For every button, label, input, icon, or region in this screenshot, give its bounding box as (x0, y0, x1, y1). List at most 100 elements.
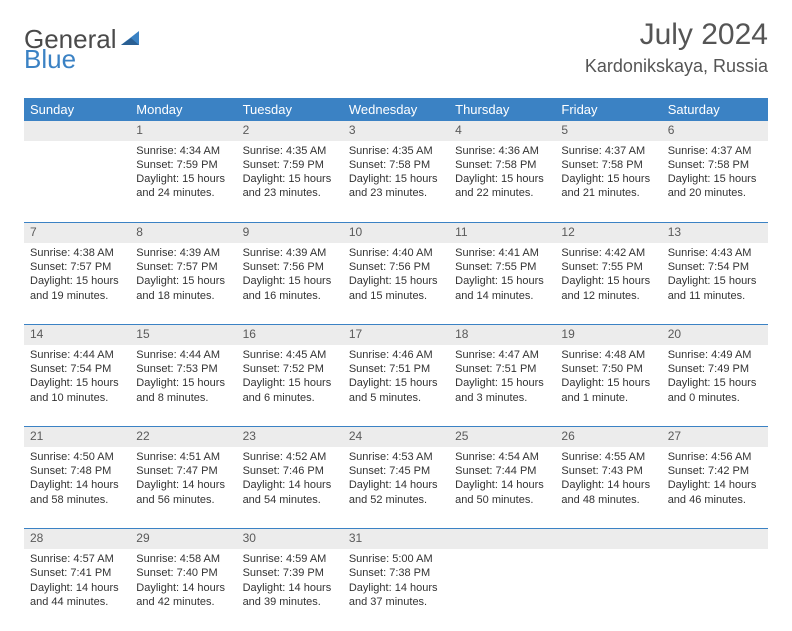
day-info-line: Daylight: 15 hours (136, 274, 230, 288)
day-info-line: Daylight: 15 hours (243, 376, 337, 390)
day-content: Sunrise: 4:40 AMSunset: 7:56 PMDaylight:… (343, 243, 449, 308)
day-info-line: and 23 minutes. (243, 186, 337, 200)
day-info-line: and 6 minutes. (243, 391, 337, 405)
calendar-page: General July 2024 Kardonikskaya, Russia … (0, 0, 792, 612)
day-info-line: and 14 minutes. (455, 289, 549, 303)
day-info-line: Daylight: 15 hours (243, 172, 337, 186)
day-number-cell: 23 (237, 427, 343, 447)
day-info-line: Sunrise: 4:39 AM (243, 246, 337, 260)
day-content: Sunrise: 4:50 AMSunset: 7:48 PMDaylight:… (24, 447, 130, 512)
day-content: Sunrise: 4:44 AMSunset: 7:53 PMDaylight:… (130, 345, 236, 410)
day-body-cell: Sunrise: 4:37 AMSunset: 7:58 PMDaylight:… (662, 141, 768, 223)
day-number-cell: 31 (343, 529, 449, 549)
weekday-header: Sunday (24, 98, 130, 121)
day-info-line: Sunrise: 4:52 AM (243, 450, 337, 464)
day-info-line: Sunset: 7:56 PM (349, 260, 443, 274)
day-info-line: Sunrise: 4:59 AM (243, 552, 337, 566)
day-number-cell (24, 121, 130, 141)
day-info-line: Sunrise: 4:38 AM (30, 246, 124, 260)
day-info-line: Sunset: 7:42 PM (668, 464, 762, 478)
day-body-cell (24, 141, 130, 223)
day-info-line: Sunset: 7:55 PM (561, 260, 655, 274)
day-number-row: 28293031 (24, 529, 768, 549)
day-body-cell: Sunrise: 4:38 AMSunset: 7:57 PMDaylight:… (24, 243, 130, 325)
day-info-line: Sunrise: 4:34 AM (136, 144, 230, 158)
day-body-row: Sunrise: 4:44 AMSunset: 7:54 PMDaylight:… (24, 345, 768, 427)
day-content: Sunrise: 4:48 AMSunset: 7:50 PMDaylight:… (555, 345, 661, 410)
day-info-line: Daylight: 14 hours (349, 581, 443, 595)
day-body-cell: Sunrise: 4:40 AMSunset: 7:56 PMDaylight:… (343, 243, 449, 325)
day-number-row: 21222324252627 (24, 427, 768, 447)
day-info-line: Daylight: 14 hours (136, 581, 230, 595)
day-content: Sunrise: 4:36 AMSunset: 7:58 PMDaylight:… (449, 141, 555, 206)
day-info-line: Daylight: 15 hours (561, 274, 655, 288)
day-number-cell: 19 (555, 325, 661, 345)
day-body-cell: Sunrise: 4:42 AMSunset: 7:55 PMDaylight:… (555, 243, 661, 325)
day-info-line: and 46 minutes. (668, 493, 762, 507)
day-number-cell: 24 (343, 427, 449, 447)
title-block: July 2024 Kardonikskaya, Russia (585, 18, 768, 77)
day-number-cell: 28 (24, 529, 130, 549)
day-info-line: and 56 minutes. (136, 493, 230, 507)
day-info-line: Sunrise: 4:39 AM (136, 246, 230, 260)
day-body-cell: Sunrise: 4:44 AMSunset: 7:53 PMDaylight:… (130, 345, 236, 427)
day-info-line: and 12 minutes. (561, 289, 655, 303)
weekday-header-row: Sunday Monday Tuesday Wednesday Thursday… (24, 98, 768, 121)
day-info-line: Sunset: 7:49 PM (668, 362, 762, 376)
day-content: Sunrise: 4:59 AMSunset: 7:39 PMDaylight:… (237, 549, 343, 614)
day-info-line: Sunset: 7:58 PM (349, 158, 443, 172)
day-number-cell: 12 (555, 223, 661, 243)
day-info-line: Sunrise: 4:44 AM (136, 348, 230, 362)
day-number-row: 123456 (24, 121, 768, 141)
day-content: Sunrise: 4:37 AMSunset: 7:58 PMDaylight:… (555, 141, 661, 206)
day-number-cell: 1 (130, 121, 236, 141)
day-body-cell: Sunrise: 4:58 AMSunset: 7:40 PMDaylight:… (130, 549, 236, 631)
day-info-line: Sunrise: 4:42 AM (561, 246, 655, 260)
day-info-line: and 21 minutes. (561, 186, 655, 200)
day-info-line: Daylight: 15 hours (136, 172, 230, 186)
day-info-line: and 37 minutes. (349, 595, 443, 609)
day-info-line: and 1 minute. (561, 391, 655, 405)
day-info-line: Sunset: 7:59 PM (136, 158, 230, 172)
day-info-line: Sunset: 7:43 PM (561, 464, 655, 478)
weekday-header: Tuesday (237, 98, 343, 121)
day-content (449, 549, 555, 557)
day-content: Sunrise: 4:35 AMSunset: 7:59 PMDaylight:… (237, 141, 343, 206)
day-number-cell: 7 (24, 223, 130, 243)
day-info-line: Sunset: 7:56 PM (243, 260, 337, 274)
day-info-line: Sunset: 7:40 PM (136, 566, 230, 580)
day-number-row: 14151617181920 (24, 325, 768, 345)
day-body-cell: Sunrise: 4:59 AMSunset: 7:39 PMDaylight:… (237, 549, 343, 631)
day-info-line: Daylight: 15 hours (243, 274, 337, 288)
day-info-line: Daylight: 15 hours (349, 274, 443, 288)
day-body-cell: Sunrise: 4:50 AMSunset: 7:48 PMDaylight:… (24, 447, 130, 529)
day-body-cell: Sunrise: 4:44 AMSunset: 7:54 PMDaylight:… (24, 345, 130, 427)
day-info-line: and 42 minutes. (136, 595, 230, 609)
day-number-cell (555, 529, 661, 549)
day-info-line: Sunrise: 4:36 AM (455, 144, 549, 158)
day-number-cell: 3 (343, 121, 449, 141)
day-info-line: Daylight: 14 hours (30, 581, 124, 595)
logo-word-2: Blue (24, 44, 76, 75)
day-content: Sunrise: 4:49 AMSunset: 7:49 PMDaylight:… (662, 345, 768, 410)
day-content (662, 549, 768, 557)
day-content (555, 549, 661, 557)
day-body-cell (555, 549, 661, 631)
day-body-cell: Sunrise: 4:41 AMSunset: 7:55 PMDaylight:… (449, 243, 555, 325)
day-info-line: and 23 minutes. (349, 186, 443, 200)
day-info-line: Sunrise: 4:40 AM (349, 246, 443, 260)
day-info-line: and 15 minutes. (349, 289, 443, 303)
day-body-row: Sunrise: 4:50 AMSunset: 7:48 PMDaylight:… (24, 447, 768, 529)
day-info-line: Daylight: 15 hours (561, 172, 655, 186)
day-info-line: Sunset: 7:47 PM (136, 464, 230, 478)
day-body-cell: Sunrise: 4:48 AMSunset: 7:50 PMDaylight:… (555, 345, 661, 427)
day-body-cell (662, 549, 768, 631)
day-number-cell: 27 (662, 427, 768, 447)
page-header: General July 2024 Kardonikskaya, Russia (24, 18, 768, 92)
day-number-cell: 30 (237, 529, 343, 549)
day-number-cell: 9 (237, 223, 343, 243)
day-content: Sunrise: 4:47 AMSunset: 7:51 PMDaylight:… (449, 345, 555, 410)
day-content: Sunrise: 4:42 AMSunset: 7:55 PMDaylight:… (555, 243, 661, 308)
day-info-line: Sunset: 7:38 PM (349, 566, 443, 580)
day-number-cell: 6 (662, 121, 768, 141)
